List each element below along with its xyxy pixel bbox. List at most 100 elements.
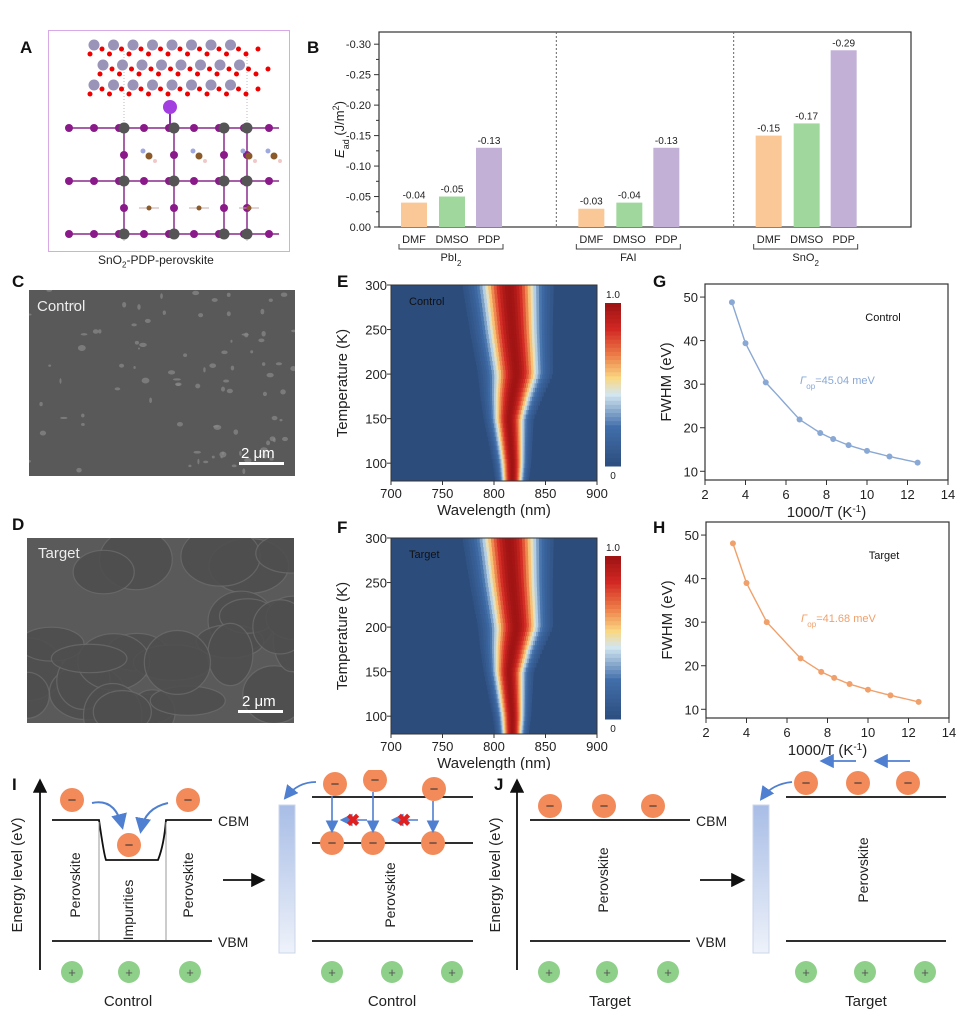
heatmap-cell xyxy=(519,702,522,708)
heatmap-cell xyxy=(498,724,501,730)
heatmap-cell xyxy=(541,329,546,335)
electrode-layer xyxy=(752,804,770,954)
heatmap-cell xyxy=(503,698,506,704)
heatmap-cell xyxy=(535,360,539,366)
heatmap-cell xyxy=(524,542,529,548)
heatmap-cell xyxy=(480,329,484,335)
heatmap-cell xyxy=(521,373,525,379)
y-tick-label: 0.00 xyxy=(350,222,371,234)
heatmap-cell xyxy=(515,573,519,579)
heatmap-cell xyxy=(499,418,502,424)
heatmap-cell xyxy=(522,458,525,464)
heatmap-cell xyxy=(498,698,501,704)
heatmap-cell xyxy=(505,715,508,721)
heatmap-cell xyxy=(527,644,530,650)
heatmap-cell xyxy=(519,289,523,295)
heatmap-cell xyxy=(513,720,516,726)
heatmap-cell xyxy=(475,298,480,304)
heatmap-cell xyxy=(541,551,546,557)
heatmap-row xyxy=(491,706,532,713)
heatmap-cell xyxy=(547,555,551,561)
heatmap-cell xyxy=(519,720,522,726)
heatmap-cell xyxy=(511,471,514,477)
heatmap-cell xyxy=(498,555,502,561)
heatmap-cell xyxy=(518,720,521,726)
heatmap-cell xyxy=(524,409,527,415)
heatmap-cell xyxy=(508,702,511,708)
heatmap-cell xyxy=(537,351,541,357)
heatmap-cell xyxy=(504,680,507,686)
heatmap-cell xyxy=(517,302,521,308)
heatmap-cell xyxy=(517,373,520,379)
heatmap-cell xyxy=(496,378,500,384)
heatmap-cell xyxy=(511,666,515,672)
heatmap-row xyxy=(472,595,553,601)
heatmap-cell xyxy=(491,604,495,610)
heatmap-cell xyxy=(510,604,514,610)
heatmap-cell xyxy=(541,644,544,650)
heatmap-cell xyxy=(487,373,491,379)
electron-symbol: − xyxy=(328,835,337,852)
heatmap-cell xyxy=(519,431,522,437)
heatmap-cell xyxy=(527,404,530,411)
heatmap-cell xyxy=(500,702,503,708)
heatmap-cell xyxy=(532,653,535,659)
surface-particle xyxy=(77,344,86,351)
heatmap-cell xyxy=(525,311,530,317)
heatmap-cell xyxy=(544,293,548,299)
heatmap-cell xyxy=(489,315,493,321)
data-point xyxy=(796,416,803,423)
heatmap-cell xyxy=(547,542,551,548)
heatmap-cell xyxy=(542,347,546,353)
heatmap-cell xyxy=(507,693,510,699)
heatmap-cell xyxy=(475,595,479,601)
hydrogen-atom xyxy=(253,159,257,163)
heatmap-cell xyxy=(528,693,531,699)
heatmap-cell xyxy=(517,600,521,606)
heatmap-row xyxy=(494,471,530,477)
heatmap-cell xyxy=(501,467,504,473)
heatmap-cell xyxy=(532,604,536,610)
hole-icon xyxy=(381,961,403,983)
heatmap-cell xyxy=(483,546,487,552)
heatmap-cell xyxy=(526,626,530,632)
surface-particle xyxy=(266,440,271,446)
heatmap-cell xyxy=(499,315,503,321)
heatmap-cell xyxy=(506,440,509,446)
heatmap-cell xyxy=(477,311,482,317)
colorbar-segment xyxy=(605,323,621,328)
heatmap-cell xyxy=(496,306,500,313)
heatmap-cell xyxy=(492,693,495,699)
heatmap-cell xyxy=(481,617,485,623)
colorbar-segment xyxy=(605,690,621,696)
bar-dmso xyxy=(793,123,820,227)
heatmap-cell xyxy=(510,396,514,402)
heatmap-cell xyxy=(497,320,501,326)
heatmap-cell xyxy=(507,378,511,384)
heatmap-cell xyxy=(538,617,542,623)
heatmap-cell xyxy=(511,613,515,619)
heatmap-cell xyxy=(544,537,548,543)
heatmap-cell xyxy=(489,436,492,442)
colorbar-segment xyxy=(605,613,621,618)
heatmap-cell xyxy=(535,351,539,357)
heatmap-cell xyxy=(494,591,498,597)
heatmap-cell xyxy=(503,720,506,726)
heatmap-cell xyxy=(493,582,497,588)
heatmap-cell xyxy=(473,302,478,308)
heatmap-cell xyxy=(515,351,519,357)
heatmap-cell xyxy=(516,355,520,362)
heatmap-cell xyxy=(512,369,516,375)
heatmap-cell xyxy=(525,404,528,411)
heatmap-row xyxy=(485,422,534,428)
heatmap-cell xyxy=(512,600,516,606)
x-tick-label: DMF xyxy=(579,234,603,246)
heatmap-cell xyxy=(535,373,539,379)
heatmap-cell xyxy=(509,559,513,566)
heatmap-cell xyxy=(491,427,494,433)
heatmap-cell xyxy=(510,680,513,686)
heatmap-cell xyxy=(513,413,516,419)
heatmap-cell xyxy=(503,467,506,473)
heatmap-cell xyxy=(525,715,528,721)
heatmap-cell xyxy=(488,413,491,419)
